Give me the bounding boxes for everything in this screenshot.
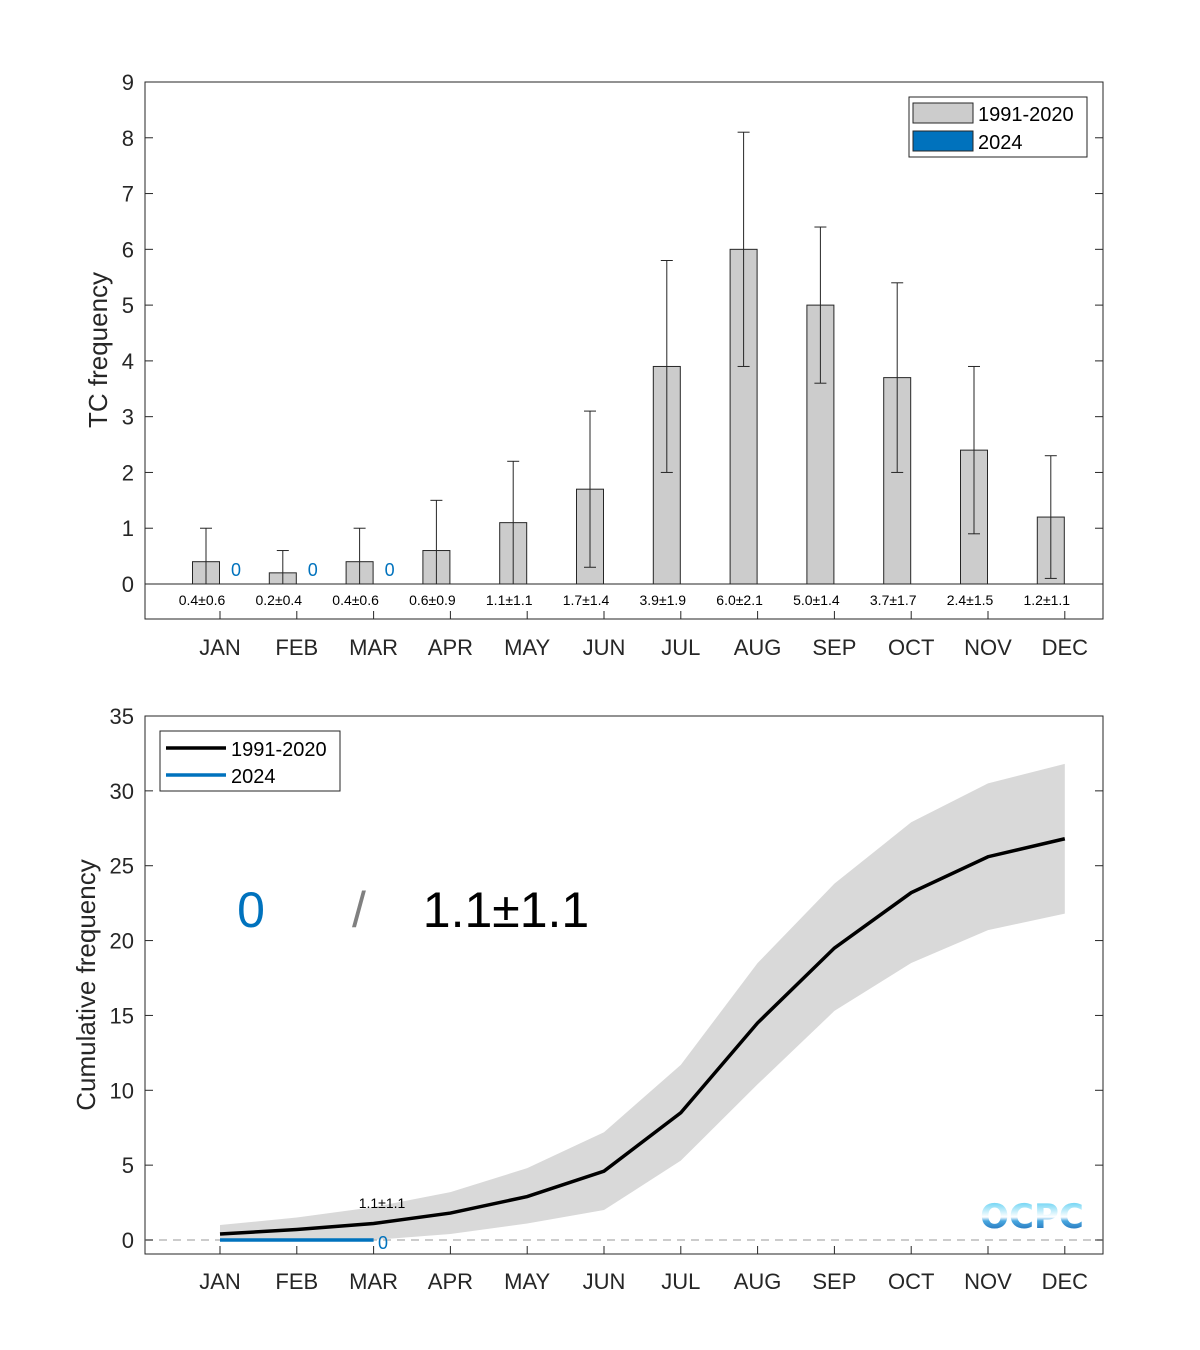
bar-value-label: 1.1±1.1 (486, 592, 533, 608)
top-y-tick-label: 7 (122, 182, 134, 207)
bottom-y-tick-label: 5 (122, 1153, 134, 1178)
bottom-legend-box (159, 730, 341, 792)
top-y-tick-label: 8 (122, 126, 134, 151)
current-year-label: 0 (385, 560, 395, 580)
top-x-tick-label: JAN (199, 635, 241, 660)
legend-label-climatology: 1991-2020 (231, 739, 327, 761)
top-legend: 1991-2020 2024 (908, 96, 1088, 158)
top-x-tick-label: JUL (661, 635, 700, 660)
bottom-x-tick-label: DEC (1042, 1269, 1089, 1294)
bottom-y-tick-label: 20 (110, 929, 134, 954)
bottom-y-tick-label: 35 (110, 704, 134, 729)
top-x-tick-label: OCT (888, 635, 934, 660)
top-x-tick-label: JUN (583, 635, 626, 660)
bottom-y-axis-label: Cumulative frequency (71, 859, 101, 1110)
bottom-legend: 1991-2020 2024 (159, 730, 341, 792)
ocpc-logo: OCPC (980, 1197, 1084, 1237)
legend-swatch-2024 (912, 130, 974, 152)
bottom-y-tick-label: 0 (122, 1228, 134, 1253)
point-label-mar: 1.1±1.1 (359, 1195, 406, 1211)
bar-value-label: 2.4±1.5 (947, 592, 994, 608)
bottom-x-tick-label: JAN (199, 1269, 241, 1294)
cumulative-frequency-chart: 0 5 10 15 20 25 30 35 JAN FEB MAR APR MAY JUN JUL AUG S… (71, 704, 1104, 1294)
bottom-y-tick-label: 30 (110, 779, 134, 804)
bottom-x-tick-label: JUN (583, 1269, 626, 1294)
top-x-tick-label: NOV (964, 635, 1012, 660)
bottom-y-tick-label: 25 (110, 854, 134, 879)
climatology-std-band (220, 763, 1065, 1240)
top-y-tick-label: 0 (122, 572, 134, 597)
bottom-x-tick-label: APR (428, 1269, 473, 1294)
top-y-tick-label: 1 (122, 516, 134, 541)
bar-value-label: 5.0±1.4 (793, 592, 840, 608)
bottom-y-tick-label: 10 (110, 1078, 134, 1103)
top-plot-frame (144, 81, 1104, 620)
legend-label-2024: 2024 (978, 132, 1023, 154)
bottom-x-tick-label: MAR (349, 1269, 398, 1294)
top-y-axis-label: TC frequency (83, 272, 113, 428)
top-y-tick-label: 4 (122, 349, 134, 374)
top-y-tick-label: 3 (122, 405, 134, 430)
top-y-tick-label: 9 (122, 70, 134, 95)
legend-swatch-climatology (912, 102, 974, 124)
current-total-annotation: 0 (237, 882, 265, 938)
current-year-label: 0 (308, 560, 318, 580)
bar-value-label: 1.7±1.4 (563, 592, 610, 608)
climatology-total-annotation: 1.1±1.1 (423, 882, 589, 938)
top-x-tick-label: DEC (1042, 635, 1089, 660)
bottom-x-tick-label: FEB (275, 1269, 318, 1294)
bar-value-label: 1.2±1.1 (1023, 592, 1070, 608)
top-x-tick-label: SEP (812, 635, 856, 660)
current-year-label: 0 (231, 560, 241, 580)
legend-label-climatology: 1991-2020 (978, 104, 1074, 126)
bottom-x-tick-label: OCT (888, 1269, 934, 1294)
bottom-y-tick-label: 15 (110, 1003, 134, 1028)
bar-value-label: 0.6±0.9 (409, 592, 456, 608)
top-x-tick-label: FEB (275, 635, 318, 660)
monthly-frequency-chart: 0 1 2 3 4 5 6 7 8 9 0.4±0.6 0.2±0.4 0.4±0.6 0.6±0.9 1… (83, 70, 1104, 660)
bottom-x-tick-label: NOV (964, 1269, 1012, 1294)
bar-value-label: 6.0±2.1 (716, 592, 763, 608)
bottom-x-tick-label: JUL (661, 1269, 700, 1294)
bar-value-label: 0.2±0.4 (255, 592, 302, 608)
bar-value-label: 3.9±1.9 (639, 592, 686, 608)
legend-label-2024: 2024 (231, 766, 276, 788)
top-y-tick-label: 6 (122, 237, 134, 262)
top-y-tick-label: 5 (122, 293, 134, 318)
climatology-mean-line (219, 837, 1066, 1236)
bottom-x-tick-label: SEP (812, 1269, 856, 1294)
current-end-label: 0 (378, 1233, 388, 1253)
bar-value-label: 0.4±0.6 (332, 592, 379, 608)
bar-value-label: 0.4±0.6 (179, 592, 226, 608)
top-x-tick-label: MAR (349, 635, 398, 660)
separator-annotation: / (352, 882, 366, 938)
top-x-tick-label: AUG (734, 635, 782, 660)
bottom-x-tick-label: AUG (734, 1269, 782, 1294)
top-x-tick-label: MAY (504, 635, 550, 660)
bottom-x-tick-label: MAY (504, 1269, 550, 1294)
top-y-tick-label: 2 (122, 460, 134, 485)
top-x-tick-label: APR (428, 635, 473, 660)
bar-value-label: 3.7±1.7 (870, 592, 917, 608)
